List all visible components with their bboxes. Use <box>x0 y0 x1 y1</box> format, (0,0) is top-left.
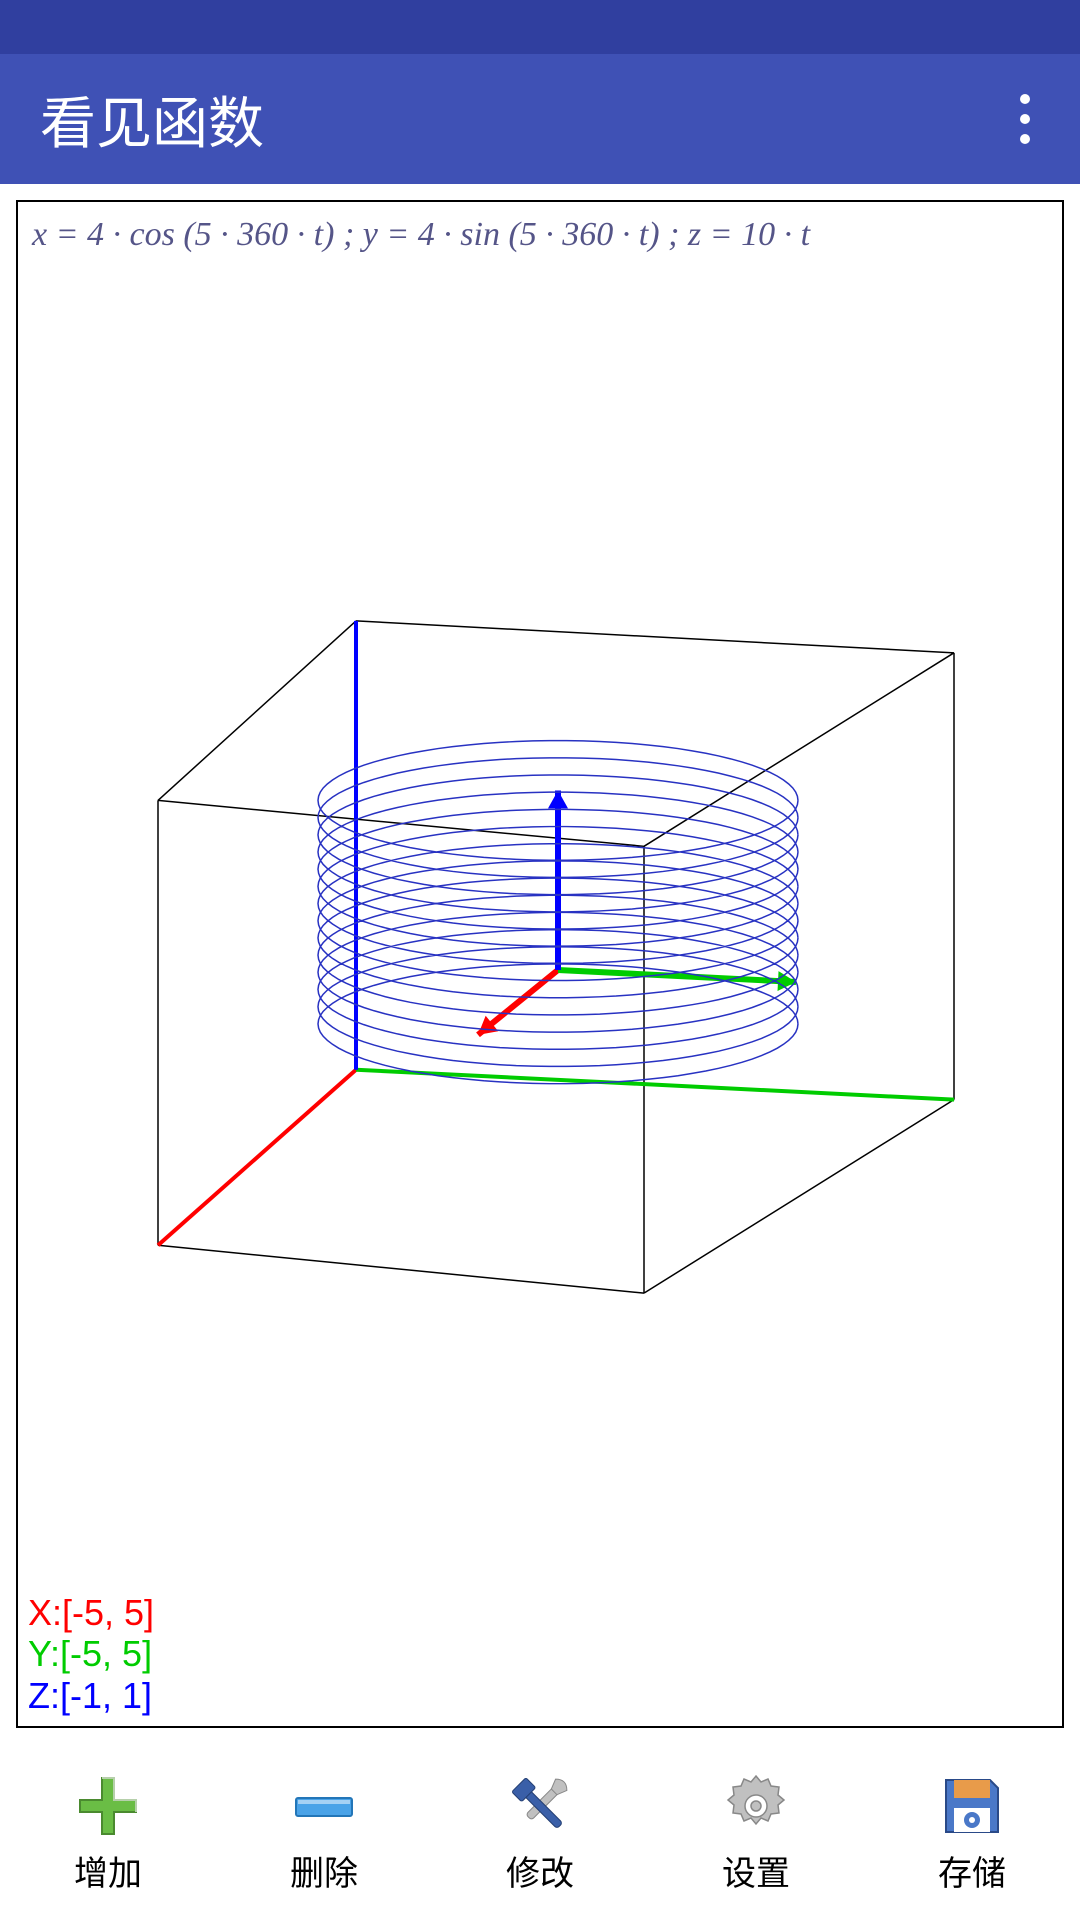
plus-icon <box>72 1770 144 1842</box>
menu-dot-icon <box>1020 94 1030 104</box>
overflow-menu-button[interactable] <box>1010 84 1040 154</box>
x-range-label: X:[-5, 5] <box>28 1592 154 1633</box>
menu-dot-icon <box>1020 134 1030 144</box>
add-button[interactable]: 增加 <box>0 1744 216 1920</box>
save-label: 存储 <box>938 1846 1006 1895</box>
y-range-label: Y:[-5, 5] <box>28 1633 154 1674</box>
delete-label: 删除 <box>290 1846 358 1895</box>
edit-button[interactable]: 修改 <box>432 1744 648 1920</box>
bottom-toolbar: 增加 删除 修改 <box>0 1744 1080 1920</box>
app-title: 看见函数 <box>40 79 264 160</box>
tools-icon <box>504 1770 576 1842</box>
plot-canvas[interactable]: x = 4 · cos (5 · 360 · t) ; y = 4 · sin … <box>16 200 1064 1728</box>
minus-icon <box>288 1770 360 1842</box>
settings-button[interactable]: 设置 <box>648 1744 864 1920</box>
z-range-label: Z:[-1, 1] <box>28 1675 154 1716</box>
settings-label: 设置 <box>722 1846 790 1895</box>
delete-button[interactable]: 删除 <box>216 1744 432 1920</box>
gear-icon <box>720 1770 792 1842</box>
floppy-icon <box>936 1770 1008 1842</box>
app-bar: 看见函数 <box>0 54 1080 184</box>
menu-dot-icon <box>1020 114 1030 124</box>
edit-label: 修改 <box>506 1846 574 1895</box>
plot-container: x = 4 · cos (5 · 360 · t) ; y = 4 · sin … <box>0 184 1080 1744</box>
add-label: 增加 <box>74 1846 142 1895</box>
status-bar <box>0 0 1080 54</box>
save-button[interactable]: 存储 <box>864 1744 1080 1920</box>
axis-range-labels: X:[-5, 5] Y:[-5, 5] Z:[-1, 1] <box>28 1592 154 1716</box>
plot-svg <box>18 202 1062 1726</box>
